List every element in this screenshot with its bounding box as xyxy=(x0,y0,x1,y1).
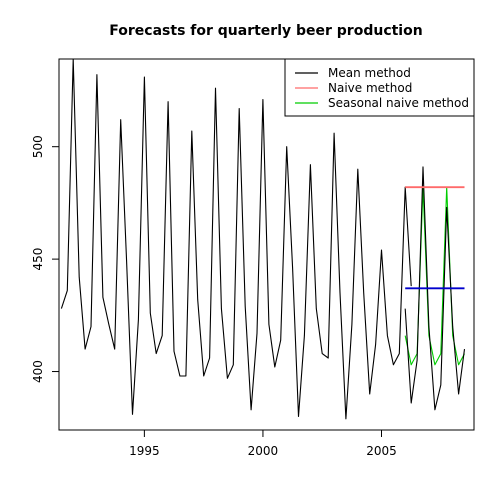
series-line-0 xyxy=(60,58,412,420)
x-tick-label: 2005 xyxy=(366,444,397,458)
legend-label: Naive method xyxy=(328,81,412,95)
legend-label: Mean method xyxy=(328,66,411,80)
chart-title: Forecasts for quarterly beer production xyxy=(109,23,422,39)
x-tick-label: 2000 xyxy=(248,444,279,458)
legend-label: Seasonal naive method xyxy=(328,96,469,110)
plot-area xyxy=(60,58,466,420)
y-axis: 400 450 500 xyxy=(31,135,60,383)
x-tick-label: 1995 xyxy=(129,444,160,458)
y-tick-label: 450 xyxy=(31,248,45,271)
series-line-1 xyxy=(404,186,465,366)
y-tick-label: 500 xyxy=(31,135,45,158)
x-axis: 1995 2000 2005 xyxy=(129,429,397,458)
y-tick-label: 400 xyxy=(31,360,45,383)
series-line-2 xyxy=(404,166,466,411)
